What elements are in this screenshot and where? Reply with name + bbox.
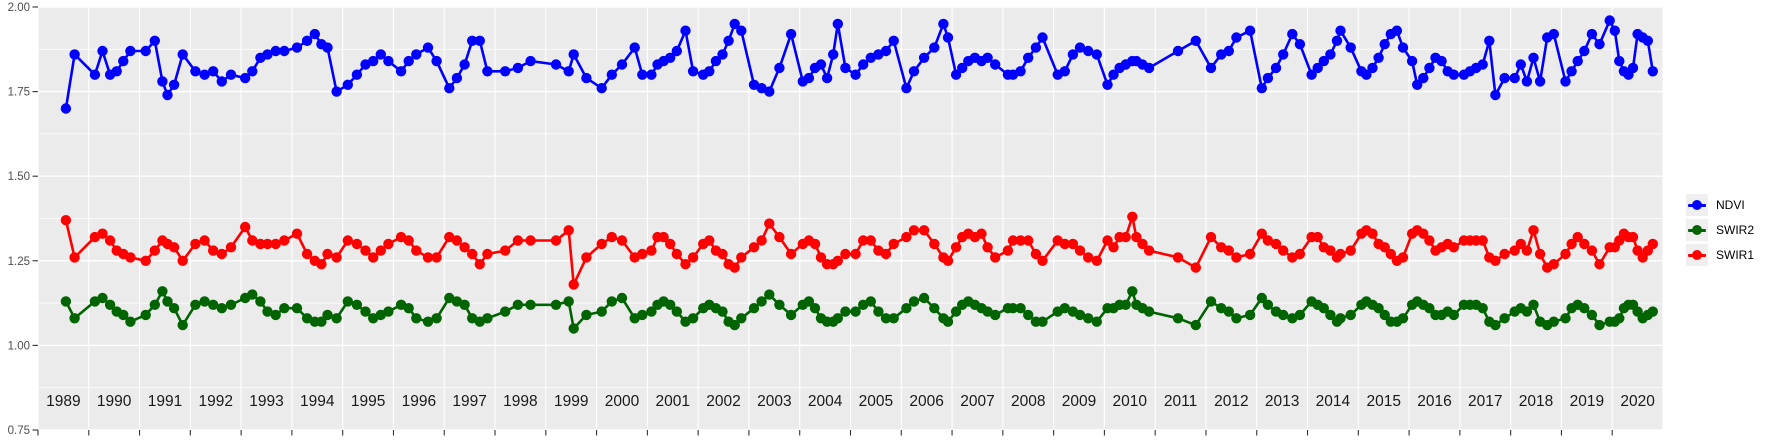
series-ndvi (60, 15, 1659, 114)
svg-text:1991: 1991 (148, 393, 182, 410)
svg-text:2008: 2008 (1011, 393, 1045, 410)
legend-label-swir1: SWIR1 (1716, 248, 1755, 262)
x-year-labels: 1989 1990 1991 1992 1993 1994 1995 1996 1997 1998… (46, 393, 1655, 410)
legend-label-ndvi: NDVI (1716, 198, 1745, 212)
legend-key-swir1-icon (1686, 244, 1708, 266)
svg-text:1997: 1997 (452, 393, 486, 410)
svg-text:2000: 2000 (605, 393, 640, 410)
svg-text:2018: 2018 (1519, 393, 1553, 410)
svg-text:2011: 2011 (1164, 393, 1197, 410)
major-gridlines-x (37, 7, 1664, 430)
svg-text:1.25: 1.25 (8, 256, 30, 268)
y-axis-labels: 0.75 1.00 1.25 1.50 1.75 2.00 (8, 2, 30, 437)
svg-text:2010: 2010 (1113, 393, 1148, 410)
svg-text:2009: 2009 (1062, 393, 1096, 410)
svg-text:2004: 2004 (808, 393, 843, 410)
svg-text:1989: 1989 (46, 393, 80, 410)
svg-text:1.00: 1.00 (8, 340, 30, 352)
svg-text:2014: 2014 (1316, 393, 1351, 410)
svg-text:2002: 2002 (706, 393, 740, 410)
axis-ticks (32, 6, 1613, 436)
svg-text:2012: 2012 (1214, 393, 1248, 410)
legend-key-swir2-icon (1686, 219, 1708, 241)
svg-text:1992: 1992 (198, 393, 232, 410)
svg-text:2003: 2003 (757, 393, 791, 410)
svg-text:2007: 2007 (960, 393, 994, 410)
svg-text:1.75: 1.75 (8, 87, 30, 99)
svg-text:2017: 2017 (1468, 393, 1502, 410)
legend: NDVI SWIR2 SWIR1 (1686, 194, 1754, 266)
legend-label-swir2: SWIR2 (1716, 223, 1755, 237)
svg-text:2.00: 2.00 (8, 2, 30, 14)
svg-text:2005: 2005 (859, 393, 893, 410)
series-swir2 (60, 286, 1659, 334)
svg-text:0.75: 0.75 (8, 425, 30, 437)
svg-text:1999: 1999 (554, 393, 588, 410)
svg-text:2006: 2006 (909, 393, 943, 410)
svg-text:1994: 1994 (300, 393, 335, 410)
legend-item-swir1: SWIR1 (1686, 244, 1754, 266)
svg-text:1993: 1993 (249, 393, 283, 410)
legend-key-ndvi-icon (1686, 194, 1708, 216)
svg-text:1990: 1990 (97, 393, 132, 410)
svg-text:1.50: 1.50 (8, 171, 30, 183)
svg-text:1996: 1996 (402, 393, 436, 410)
legend-item-swir2: SWIR2 (1686, 219, 1754, 241)
svg-text:2019: 2019 (1570, 393, 1604, 410)
svg-text:2020: 2020 (1620, 393, 1655, 410)
svg-text:2016: 2016 (1417, 393, 1451, 410)
svg-text:2015: 2015 (1366, 393, 1400, 410)
legend-item-ndvi: NDVI (1686, 194, 1754, 216)
series-swir1 (60, 211, 1659, 290)
svg-text:1995: 1995 (351, 393, 385, 410)
svg-text:2013: 2013 (1265, 393, 1299, 410)
svg-text:2001: 2001 (656, 393, 690, 410)
svg-text:1998: 1998 (503, 393, 537, 410)
